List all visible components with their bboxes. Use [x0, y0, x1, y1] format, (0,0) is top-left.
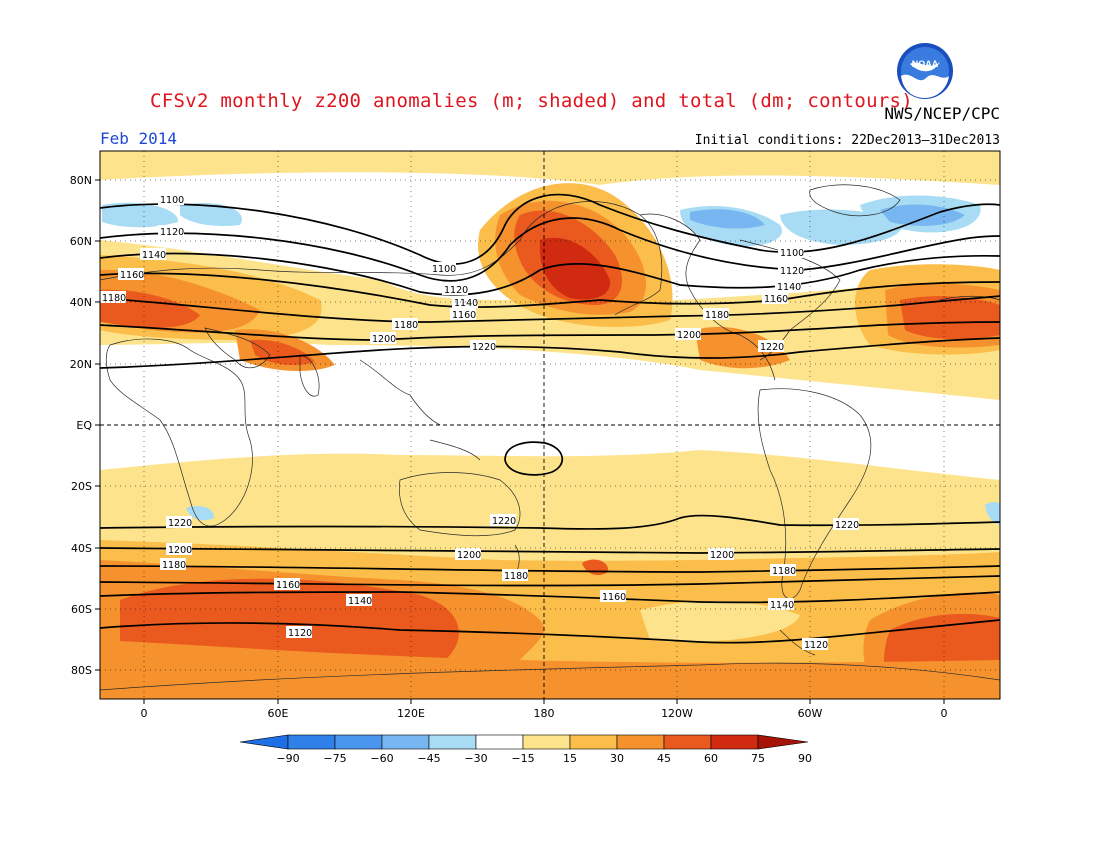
colorbar: −90 −75 −60 −45 −30 −15 15 30 45 60 75 90 [239, 734, 812, 765]
contour-labels: 1100 1120 1140 1160 1180 1200 1220 1100 … [100, 193, 859, 651]
colorbar-swatch [428, 734, 477, 750]
contour-label-1120: 1120 [804, 640, 828, 651]
contour-label-1160: 1160 [276, 580, 300, 591]
map-panel: 1100 1120 1140 1160 1180 1200 1220 1100 … [100, 151, 1000, 699]
contour-label-1200: 1200 [168, 545, 192, 556]
contour-label-1160: 1160 [120, 270, 144, 281]
contour-label-1140: 1140 [142, 250, 166, 261]
contour-label-1180: 1180 [162, 560, 186, 571]
lon-label: 0 [141, 707, 148, 720]
contour-label-1160: 1160 [452, 310, 476, 321]
initial-conditions: Initial conditions: 22Dec2013–31Dec2013 [694, 133, 1000, 148]
lat-label: 80S [71, 664, 92, 677]
contour-label-1120: 1120 [780, 266, 804, 277]
svg-text:NOAA: NOAA [912, 59, 939, 69]
contour-label-1200: 1200 [457, 550, 481, 561]
colorbar-swatch [522, 734, 571, 750]
colorbar-swatch [381, 734, 430, 750]
contour-label-1180: 1180 [102, 293, 126, 304]
contour-label-1100: 1100 [160, 195, 184, 206]
axis-ticks [95, 179, 945, 704]
colorbar-arrow-left [239, 734, 289, 750]
contour-label-1180: 1180 [772, 566, 796, 577]
contour-label-1120: 1120 [444, 285, 468, 296]
contour-label-1160: 1160 [602, 592, 626, 603]
colorbar-label: 90 [798, 752, 812, 765]
colorbar-arrow-right [757, 734, 809, 750]
lat-label: 20S [71, 480, 92, 493]
colorbar-label: 75 [751, 752, 765, 765]
forecast-period: Feb 2014 [100, 129, 178, 148]
grid-lines [100, 151, 1000, 699]
coastlines [100, 184, 1000, 691]
colorbar-label: 15 [563, 752, 577, 765]
lat-label: 40S [71, 542, 92, 555]
colorbar-swatch [475, 734, 524, 750]
contour-label-1200: 1200 [677, 330, 701, 341]
contour-label-1140: 1140 [454, 298, 478, 309]
contour-label-1120: 1120 [288, 628, 312, 639]
contour-label-1220: 1220 [492, 516, 516, 527]
contour-label-1180: 1180 [394, 320, 418, 331]
contour-label-1140: 1140 [770, 600, 794, 611]
lon-label: 180 [534, 707, 555, 720]
colorbar-label: 45 [657, 752, 671, 765]
contour-label-1140: 1140 [348, 596, 372, 607]
colorbar-label: 30 [610, 752, 624, 765]
colorbar-label: −45 [417, 752, 440, 765]
agency-label: NWS/NCEP/CPC [884, 104, 1000, 123]
lat-label: EQ [76, 419, 92, 432]
colorbar-label: −30 [464, 752, 487, 765]
contour-label-1120: 1120 [160, 227, 184, 238]
colorbar-swatch [616, 734, 665, 750]
lat-label: 40N [70, 296, 92, 309]
height-contours [100, 193, 1000, 644]
contour-label-1200: 1200 [710, 550, 734, 561]
lon-label: 0 [941, 707, 948, 720]
colorbar-label: −90 [276, 752, 299, 765]
contour-label-1180: 1180 [705, 310, 729, 321]
lon-label: 60E [268, 707, 289, 720]
latitude-labels: 80N 60N 40N 20N EQ 20S 40S 60S 80S [70, 174, 93, 677]
contour-label-1220: 1220 [760, 342, 784, 353]
contour-label-1220: 1220 [472, 342, 496, 353]
colorbar-label: 60 [704, 752, 718, 765]
lon-label: 120E [397, 707, 425, 720]
contour-label-1220: 1220 [835, 520, 859, 531]
lat-label: 80N [70, 174, 92, 187]
noaa-logo: NOAA [896, 42, 954, 100]
anomaly-shading [100, 151, 1000, 699]
contour-label-1140: 1140 [777, 282, 801, 293]
contour-label-1160: 1160 [764, 294, 788, 305]
lat-label: 60S [71, 603, 92, 616]
longitude-labels: 0 60E 120E 180 120W 60W 0 [141, 707, 948, 720]
contour-label-1100: 1100 [432, 264, 456, 275]
colorbar-swatch [710, 734, 759, 750]
colorbar-swatch [334, 734, 383, 750]
colorbar-swatch [287, 734, 336, 750]
contour-label-1100: 1100 [780, 248, 804, 259]
colorbar-label: −75 [323, 752, 346, 765]
lat-label: 20N [70, 358, 92, 371]
colorbar-label: −15 [511, 752, 534, 765]
contour-label-1200: 1200 [372, 334, 396, 345]
colorbar-swatch [663, 734, 712, 750]
lon-label: 60W [798, 707, 823, 720]
lon-label: 120W [661, 707, 693, 720]
contour-label-1220: 1220 [168, 518, 192, 529]
colorbar-label: −60 [370, 752, 393, 765]
chart-title: CFSv2 monthly z200 anomalies (m; shaded)… [150, 90, 914, 112]
contour-label-1180: 1180 [504, 571, 528, 582]
lat-label: 60N [70, 235, 92, 248]
colorbar-swatch [569, 734, 618, 750]
